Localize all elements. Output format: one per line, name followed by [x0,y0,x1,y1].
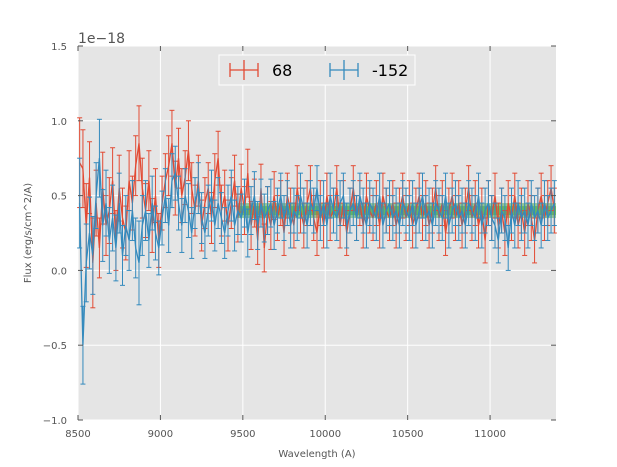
series-1 [77,118,557,385]
legend-label: -152 [372,61,408,80]
y-tick-label: −1.0 [43,416,67,427]
y-offset-label: 1e−18 [78,31,125,47]
x-tick-label: 11000 [474,429,506,440]
y-tick-label: −0.5 [43,341,67,352]
fit-band-inner [237,206,556,216]
y-tick-label: 1.5 [51,42,67,53]
series-layer [77,105,557,385]
grid [77,45,556,421]
legend-entry: 68 [229,60,292,80]
y-tick-label: 0.0 [51,266,67,277]
y-tick-label: 0.5 [51,192,67,203]
series-line [78,158,555,346]
x-axis-label: Wavelength (A) [278,449,355,460]
legend-entry: -152 [329,60,408,80]
x-tick-label: 10500 [392,429,424,440]
legend-label: 68 [272,61,292,80]
x-tick-label: 9500 [230,429,255,440]
axes: 8500 9000 9500 10000 10500 11000 −1.0 −0.5 0.0 0.… [43,42,556,440]
x-tick-label: 9000 [148,429,173,440]
x-tick-label: 8500 [65,429,90,440]
y-axis-label: Flux (erg/s/cm^2/A) [23,183,34,283]
legend: 68 -152 [218,54,416,86]
y-tick-label: 1.0 [51,117,67,128]
x-tick-label: 10000 [309,429,341,440]
